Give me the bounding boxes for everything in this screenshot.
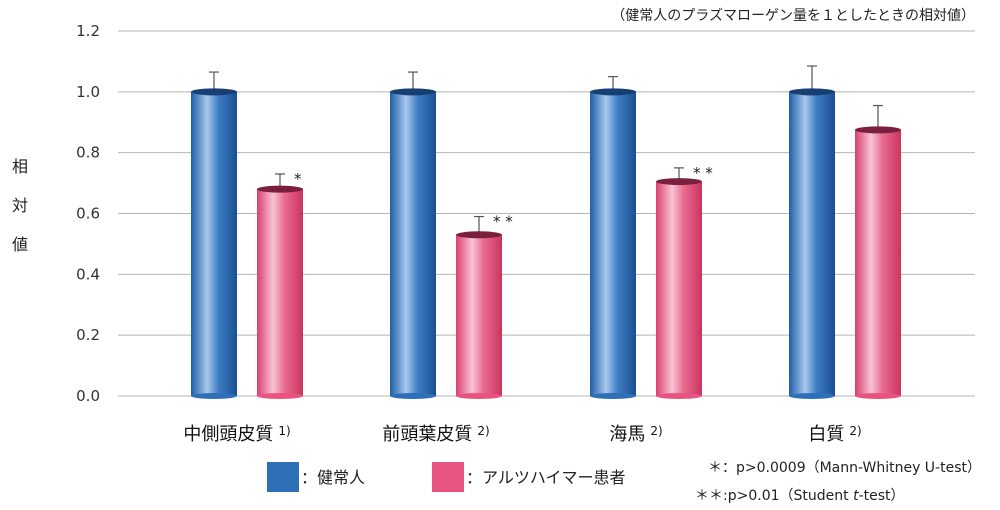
category-label: 白質 2): [808, 424, 861, 445]
bar-top: [390, 88, 436, 96]
bar-top: [456, 231, 502, 239]
bar-group-alzheimer: * *: [456, 213, 513, 399]
significance-note-1-text: ：p>0.0009（Mann-Whitney U-test）: [722, 460, 981, 476]
bar-group-alzheimer: *: [257, 170, 303, 399]
bar-healthy: [191, 91, 237, 396]
bar-group-healthy: [590, 76, 636, 399]
bar-base: [855, 393, 901, 399]
significance-marker: * *: [493, 213, 513, 231]
y-axis-label-char: 対: [12, 196, 28, 215]
y-tick-label: 1.0: [76, 83, 100, 101]
legend-swatch-alzheimer: [432, 462, 464, 492]
bar-base: [390, 393, 436, 399]
y-axis-label-char: 値: [12, 235, 28, 254]
bar-alzheimer: [656, 181, 702, 396]
bar-alzheimer: [855, 129, 901, 396]
significance-note-2-marker: ＊＊: [695, 488, 723, 504]
bar-group-healthy: [191, 71, 237, 399]
significance-marker: * *: [693, 164, 713, 182]
bar-healthy: [390, 91, 436, 396]
significance-note-1: ＊：p>0.0009（Mann-Whitney U-test）: [708, 460, 981, 476]
category-labels: 中側頭皮質 1) 前頭葉皮質 2) 海馬 2) 白質 2): [183, 424, 861, 445]
bar-base: [590, 393, 636, 399]
bar-base: [456, 393, 502, 399]
legend-swatch-healthy: [267, 462, 299, 492]
significance-note-1-marker: ＊: [708, 460, 722, 476]
bar-base: [789, 393, 835, 399]
bar-base: [656, 393, 702, 399]
significance-note-2-italic: t: [853, 488, 859, 504]
y-axis-label: 相対値: [12, 157, 28, 254]
significance-marker: *: [294, 170, 302, 188]
significance-note-2-suffix: -test）: [859, 488, 905, 504]
bar-group-alzheimer: * *: [656, 164, 713, 399]
bars: * * * * *: [191, 65, 901, 399]
bar-top: [656, 178, 702, 186]
legend-label-healthy: ：健常人: [301, 468, 365, 487]
y-tick-labels: 0.0 0.2 0.4 0.6 0.8 1.0 1.2: [76, 22, 100, 405]
bar-top: [855, 126, 901, 134]
legend-label-alzheimer: ：アルツハイマー患者: [466, 468, 626, 487]
category-label: 中側頭皮質 1): [183, 424, 290, 445]
y-axis-label-char: 相: [12, 157, 28, 176]
bar-alzheimer: [456, 234, 502, 396]
bar-top: [590, 88, 636, 96]
gridlines: [118, 30, 975, 397]
y-tick-label: 0.2: [76, 326, 100, 344]
category-label: 海馬 2): [609, 424, 662, 445]
bar-base: [191, 393, 237, 399]
bar-group-alzheimer: [855, 104, 901, 399]
bar-alzheimer: [257, 189, 303, 396]
chart-note: （健常人のプラズマローゲン量を１としたときの相対値）: [611, 8, 975, 24]
significance-note-2-text: :p>0.01（Student: [723, 488, 853, 504]
y-tick-label: 1.2: [76, 22, 100, 40]
category-label: 前頭葉皮質 2): [382, 424, 489, 445]
bar-base: [257, 393, 303, 399]
bar-top: [789, 88, 835, 96]
y-tick-label: 0.8: [76, 144, 100, 162]
significance-note-2: ＊＊:p>0.01（Student t-test）: [695, 488, 905, 504]
legend: ：健常人 ：アルツハイマー患者: [267, 462, 626, 492]
bar-healthy: [590, 91, 636, 396]
bar-group-healthy: [789, 65, 835, 399]
bar-healthy: [789, 91, 835, 396]
bar-top: [257, 185, 303, 193]
y-tick-label: 0.0: [76, 387, 100, 405]
bar-top: [191, 88, 237, 96]
bar-group-healthy: [390, 71, 436, 399]
significance-notes: ＊：p>0.0009（Mann-Whitney U-test） ＊＊:p>0.0…: [695, 460, 981, 504]
y-tick-label: 0.6: [76, 205, 100, 223]
y-tick-label: 0.4: [76, 265, 100, 283]
